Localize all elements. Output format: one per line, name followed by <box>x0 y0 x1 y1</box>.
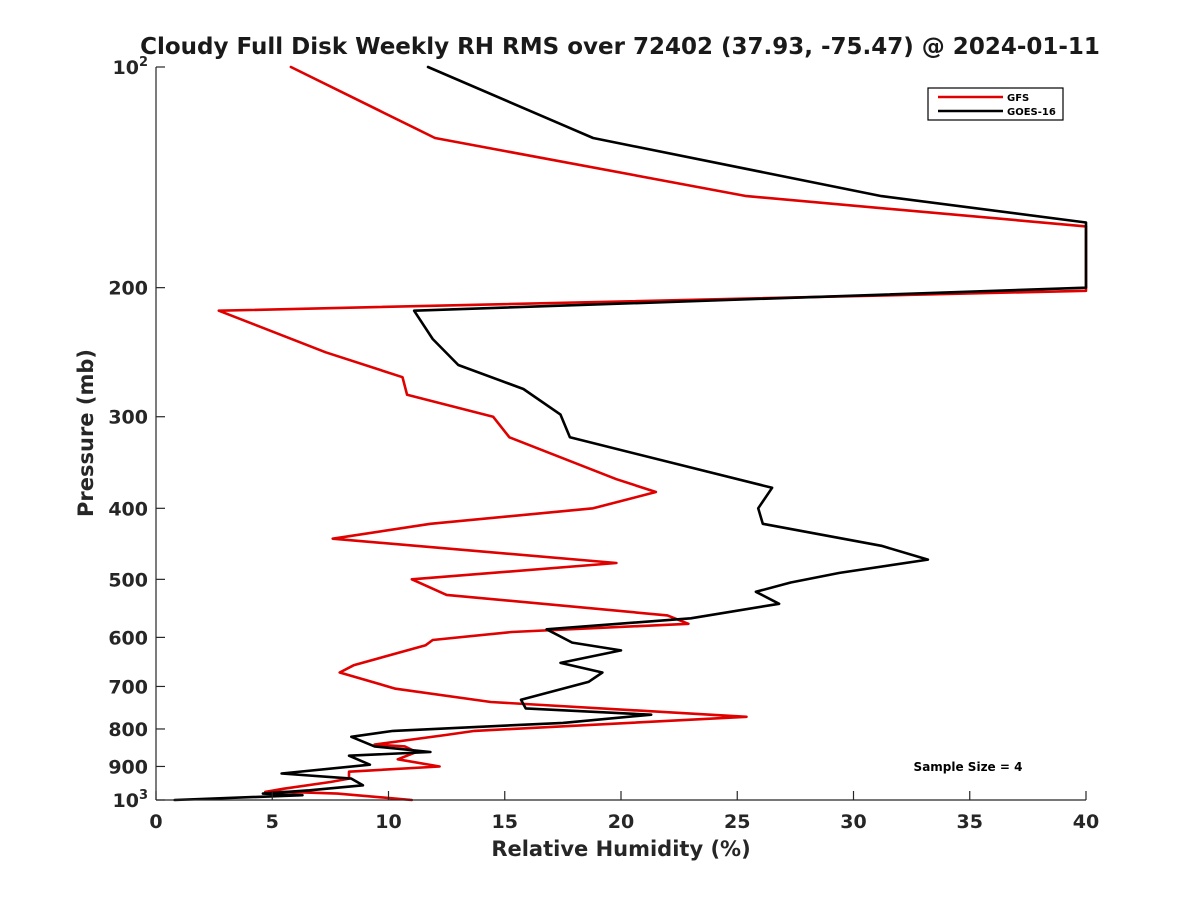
plot-area <box>156 67 1086 800</box>
x-tick-label: 40 <box>1073 811 1099 833</box>
legend: GFS GOES-16 <box>927 87 1064 121</box>
y-tick-label: 200 <box>108 278 148 300</box>
x-tick-label: 30 <box>840 811 866 833</box>
x-ticks: 0 5 10 15 20 25 30 35 40 <box>149 791 1099 833</box>
y-tick-label: 103 <box>113 788 149 812</box>
y-tick-label: 102 <box>113 55 149 79</box>
y-ticks: 102 200 300 400 500 600 700 800 900 103 <box>108 55 165 812</box>
x-tick-label: 0 <box>149 811 162 833</box>
series-line-goes-16 <box>173 65 1088 802</box>
x-tick-label: 15 <box>492 811 518 833</box>
x-tick-label: 25 <box>724 811 750 833</box>
y-tick-label: 500 <box>108 569 148 591</box>
series-line-gfs <box>217 65 1088 802</box>
x-tick-label: 5 <box>266 811 279 833</box>
y-tick-label: 400 <box>108 498 148 520</box>
chart-title: Cloudy Full Disk Weekly RH RMS over 7240… <box>140 34 1100 60</box>
legend-box <box>927 87 1064 121</box>
y-tick-label: 300 <box>108 407 148 429</box>
sample-size-annotation: Sample Size = 4 <box>914 760 1023 774</box>
x-axis-label: Relative Humidity (%) <box>491 837 750 861</box>
y-tick-label: 700 <box>108 676 148 698</box>
y-tick-label: 600 <box>108 627 148 649</box>
x-tick-label: 10 <box>375 811 401 833</box>
x-tick-label: 20 <box>608 811 634 833</box>
y-tick-label: 800 <box>108 719 148 741</box>
legend-label-goes-16: GOES-16 <box>1007 107 1056 118</box>
x-tick-label: 35 <box>957 811 983 833</box>
legend-label-gfs: GFS <box>1007 93 1029 104</box>
series-group <box>173 65 1088 802</box>
y-tick-label: 900 <box>108 756 148 778</box>
y-axis-label: Pressure (mb) <box>74 349 98 517</box>
